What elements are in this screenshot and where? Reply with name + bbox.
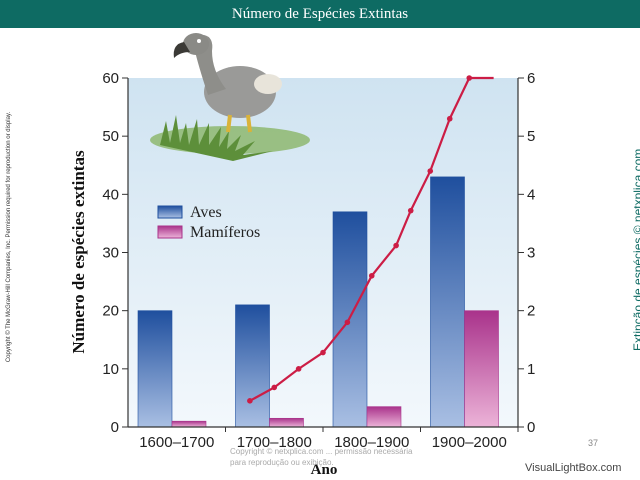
bar-aves-1 bbox=[137, 310, 173, 428]
trend-point-4 bbox=[320, 349, 326, 356]
right-tick-label: 4 bbox=[527, 186, 535, 203]
left-tick-label: 60 bbox=[102, 70, 119, 87]
right-tick-label: 2 bbox=[527, 303, 535, 320]
bar-mamiferos-2 bbox=[269, 417, 304, 428]
slide-title: Número de Espécies Extintas bbox=[0, 0, 640, 28]
x-tick-label: 1600–1700 bbox=[139, 434, 214, 451]
legend-swatch-mamiferos bbox=[157, 225, 183, 239]
trend-point-6 bbox=[368, 272, 375, 279]
trend-point-3 bbox=[295, 366, 302, 372]
left-tick-label: 30 bbox=[102, 245, 119, 262]
trend-point-11 bbox=[466, 75, 473, 81]
right-tick-label: 1 bbox=[527, 361, 535, 378]
right-tick-label: 6 bbox=[527, 70, 535, 87]
bar-aves-4 bbox=[430, 176, 465, 428]
trend-point-5 bbox=[344, 319, 351, 326]
legend-label-aves: Aves bbox=[190, 204, 222, 221]
y-axis-title: Número de espécies extintas bbox=[69, 150, 88, 354]
right-tick-label: 3 bbox=[527, 245, 535, 262]
bar-mamiferos-1 bbox=[171, 420, 207, 428]
legend-label-mamiferos: Mamíferos bbox=[190, 224, 260, 241]
x-tick-label: 1900–2000 bbox=[432, 434, 507, 451]
trend-point-9 bbox=[427, 168, 434, 174]
x-tick-label: 1700–1800 bbox=[237, 434, 312, 451]
legend: Aves Mamíferos bbox=[157, 204, 260, 241]
bar-mamiferos-3 bbox=[366, 406, 402, 428]
left-tick-label: 50 bbox=[102, 128, 119, 145]
x-axis-title: Ano bbox=[311, 462, 338, 478]
x-tick-label: 1800–1900 bbox=[334, 434, 409, 451]
left-tick-label: 0 bbox=[111, 419, 119, 436]
footer-notice: Copyright © netxplica.com ... permissão … bbox=[230, 447, 413, 467]
bar-aves-2 bbox=[235, 304, 270, 428]
trend-point-10 bbox=[446, 115, 453, 122]
left-tick-label: 40 bbox=[102, 186, 119, 203]
dodo-bird-picture bbox=[150, 33, 310, 161]
bar-mamiferos-4 bbox=[464, 310, 499, 428]
right-tick-label: 0 bbox=[527, 419, 535, 436]
trend-point-1 bbox=[247, 398, 253, 404]
slide-number: 37 bbox=[588, 438, 599, 448]
legend-swatch-aves bbox=[157, 205, 183, 219]
left-tick-label: 20 bbox=[102, 303, 119, 320]
trend-point-2 bbox=[271, 384, 278, 391]
watermark: VisualLightBox.com bbox=[525, 462, 622, 474]
trend-point-8 bbox=[407, 207, 414, 214]
right-tick-label: 5 bbox=[527, 128, 535, 145]
left-tick-label: 10 bbox=[102, 361, 119, 378]
trend-point-7 bbox=[393, 242, 399, 249]
